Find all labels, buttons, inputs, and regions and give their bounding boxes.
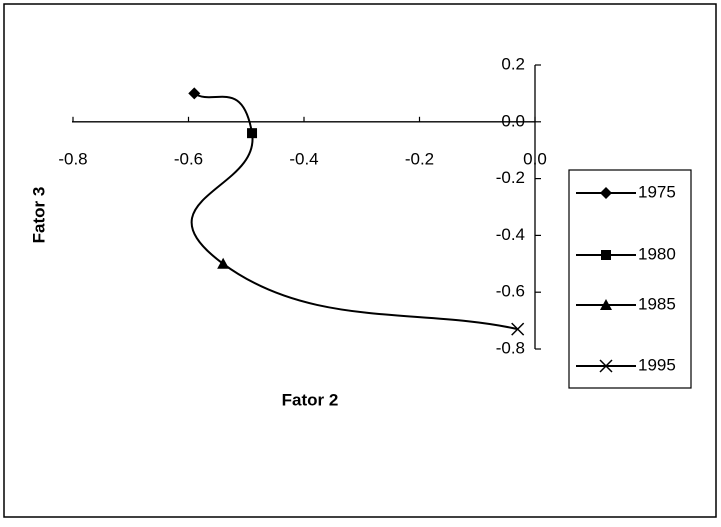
x-tick-label: -0.8 [58, 149, 87, 168]
y-tick-label: 0.0 [501, 111, 525, 130]
marker [188, 87, 201, 100]
marker [247, 128, 258, 139]
y-tick-label: 0.2 [501, 54, 525, 73]
legend-label: 1975 [638, 182, 676, 201]
connecting-line [190, 92, 518, 331]
x-axis-title: Fator 2 [282, 390, 339, 409]
x-tick-label: 0.0 [523, 149, 547, 168]
y-tick-label: -0.6 [496, 282, 525, 301]
legend-label: 1980 [638, 244, 676, 263]
marker [511, 322, 525, 336]
y-axis-title: Fator 3 [29, 187, 48, 244]
legend-marker [601, 250, 611, 260]
x-tick-label: -0.4 [289, 149, 318, 168]
legend-label: 1995 [638, 355, 676, 374]
y-tick-label: -0.2 [496, 168, 525, 187]
legend-box [568, 169, 692, 389]
y-tick-label: -0.8 [496, 338, 525, 357]
x-tick-label: -0.2 [405, 149, 434, 168]
marker [217, 257, 230, 269]
x-tick-label: -0.6 [174, 149, 203, 168]
legend-marker [600, 187, 612, 199]
legend-label: 1985 [638, 294, 676, 313]
y-tick-label: -0.4 [496, 225, 525, 244]
legend-marker [600, 299, 612, 310]
legend-marker [599, 359, 613, 373]
